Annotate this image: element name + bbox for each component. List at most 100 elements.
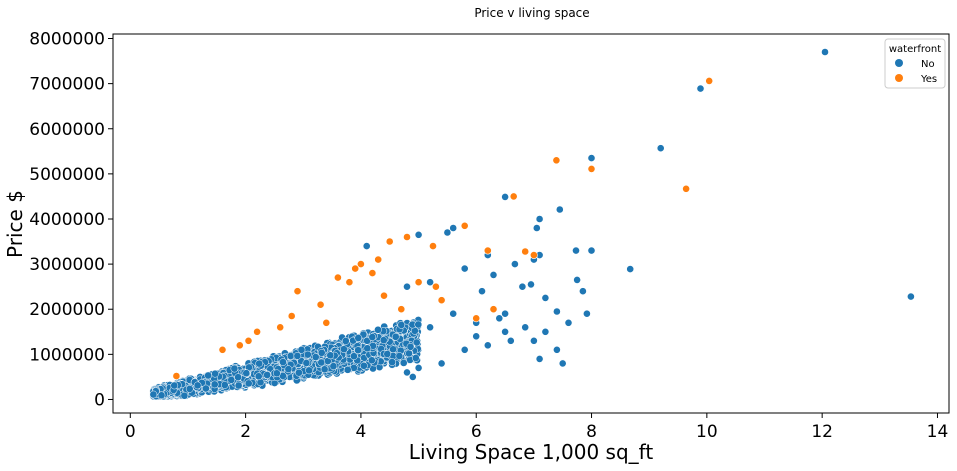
data-point-no <box>405 349 413 358</box>
data-point-no <box>234 373 242 382</box>
data-point-no <box>472 332 481 341</box>
x-tick-label: 14 <box>927 422 949 442</box>
data-point-no <box>443 228 452 237</box>
data-point-yes <box>385 237 394 246</box>
data-point-no <box>532 224 541 232</box>
data-point-no <box>263 371 271 379</box>
data-point-no <box>501 192 509 201</box>
data-point-no <box>587 246 596 255</box>
data-point-no <box>367 356 376 365</box>
data-point-no <box>286 352 295 360</box>
data-point-no <box>317 358 326 367</box>
data-point-yes <box>333 273 342 282</box>
legend-marker-no <box>895 59 903 67</box>
data-point-yes <box>460 221 469 230</box>
data-point-no <box>354 334 363 342</box>
data-point-yes <box>521 247 530 256</box>
y-tick-label: 5000000 <box>29 165 105 185</box>
data-point-no <box>530 336 538 345</box>
data-point-no <box>521 323 530 332</box>
data-point-no <box>149 390 158 399</box>
data-point-no <box>388 358 396 366</box>
data-point-yes <box>429 242 437 250</box>
data-point-no <box>403 282 411 291</box>
series-no <box>362 48 915 381</box>
data-point-yes <box>489 305 498 314</box>
data-point-no <box>518 282 527 291</box>
data-point-no <box>305 366 313 375</box>
data-point-no <box>553 307 561 316</box>
data-point-no <box>368 333 377 341</box>
data-point-no <box>220 381 229 389</box>
data-point-no <box>311 353 320 361</box>
data-point-no <box>397 321 406 329</box>
data-point-no <box>399 359 408 367</box>
data-point-no <box>579 287 587 296</box>
data-point-no <box>527 280 535 289</box>
data-point-no <box>242 369 251 378</box>
y-tick-label: 2000000 <box>29 300 105 320</box>
data-point-no <box>414 320 423 329</box>
legend-title: waterfront <box>889 44 941 55</box>
data-point-no <box>350 352 358 361</box>
data-point-no <box>626 265 635 273</box>
data-point-yes <box>244 336 253 345</box>
data-point-no <box>254 372 263 381</box>
data-point-no <box>185 385 194 393</box>
data-point-no <box>227 376 236 384</box>
data-point-no <box>478 287 486 296</box>
data-point-yes <box>218 345 227 354</box>
data-point-no <box>391 332 400 341</box>
data-point-no <box>272 369 281 378</box>
data-point-no <box>449 224 458 232</box>
data-point-no <box>295 368 303 377</box>
data-point-no <box>360 361 368 370</box>
data-point-no <box>230 364 239 373</box>
data-point-no <box>541 327 550 336</box>
data-point-no <box>501 309 509 318</box>
data-point-no <box>170 381 179 390</box>
data-point-yes <box>437 296 446 305</box>
x-tick-label: 10 <box>696 422 718 442</box>
y-tick-label: 8000000 <box>29 30 105 50</box>
x-tick-label: 2 <box>240 422 251 442</box>
data-point-yes <box>397 305 406 314</box>
data-point-no <box>489 270 498 279</box>
plot-area <box>149 48 915 401</box>
data-point-no <box>495 314 504 323</box>
data-point-no <box>204 371 213 380</box>
data-point-no <box>362 242 371 250</box>
data-point-no <box>180 391 189 400</box>
data-point-no <box>363 336 371 345</box>
data-point-no <box>234 381 243 390</box>
data-point-no <box>340 345 348 354</box>
data-point-yes <box>276 323 285 332</box>
data-point-no <box>449 309 458 318</box>
x-tick-label: 0 <box>125 422 136 442</box>
y-tick-label: 7000000 <box>29 75 105 95</box>
legend: waterfront No Yes <box>884 38 946 89</box>
data-point-no <box>379 336 388 345</box>
data-point-no <box>408 372 417 381</box>
x-tick-label: 12 <box>811 422 833 442</box>
data-point-no <box>297 345 306 354</box>
data-point-no <box>354 346 362 355</box>
data-point-no <box>326 351 335 360</box>
data-point-yes <box>530 251 538 259</box>
data-point-no <box>587 154 596 162</box>
data-point-no <box>317 348 326 357</box>
x-tick-label: 4 <box>356 422 367 442</box>
chart-title: Price v living space <box>474 6 589 20</box>
data-point-no <box>414 230 423 239</box>
data-point-no <box>411 354 420 362</box>
data-point-no <box>656 144 665 153</box>
data-point-no <box>302 359 311 367</box>
data-point-yes <box>431 282 440 291</box>
data-point-no <box>363 344 372 353</box>
data-point-no <box>821 48 829 56</box>
data-point-yes <box>356 260 365 268</box>
data-point-yes <box>552 156 561 165</box>
data-point-no <box>696 84 705 93</box>
data-point-no <box>437 359 446 368</box>
